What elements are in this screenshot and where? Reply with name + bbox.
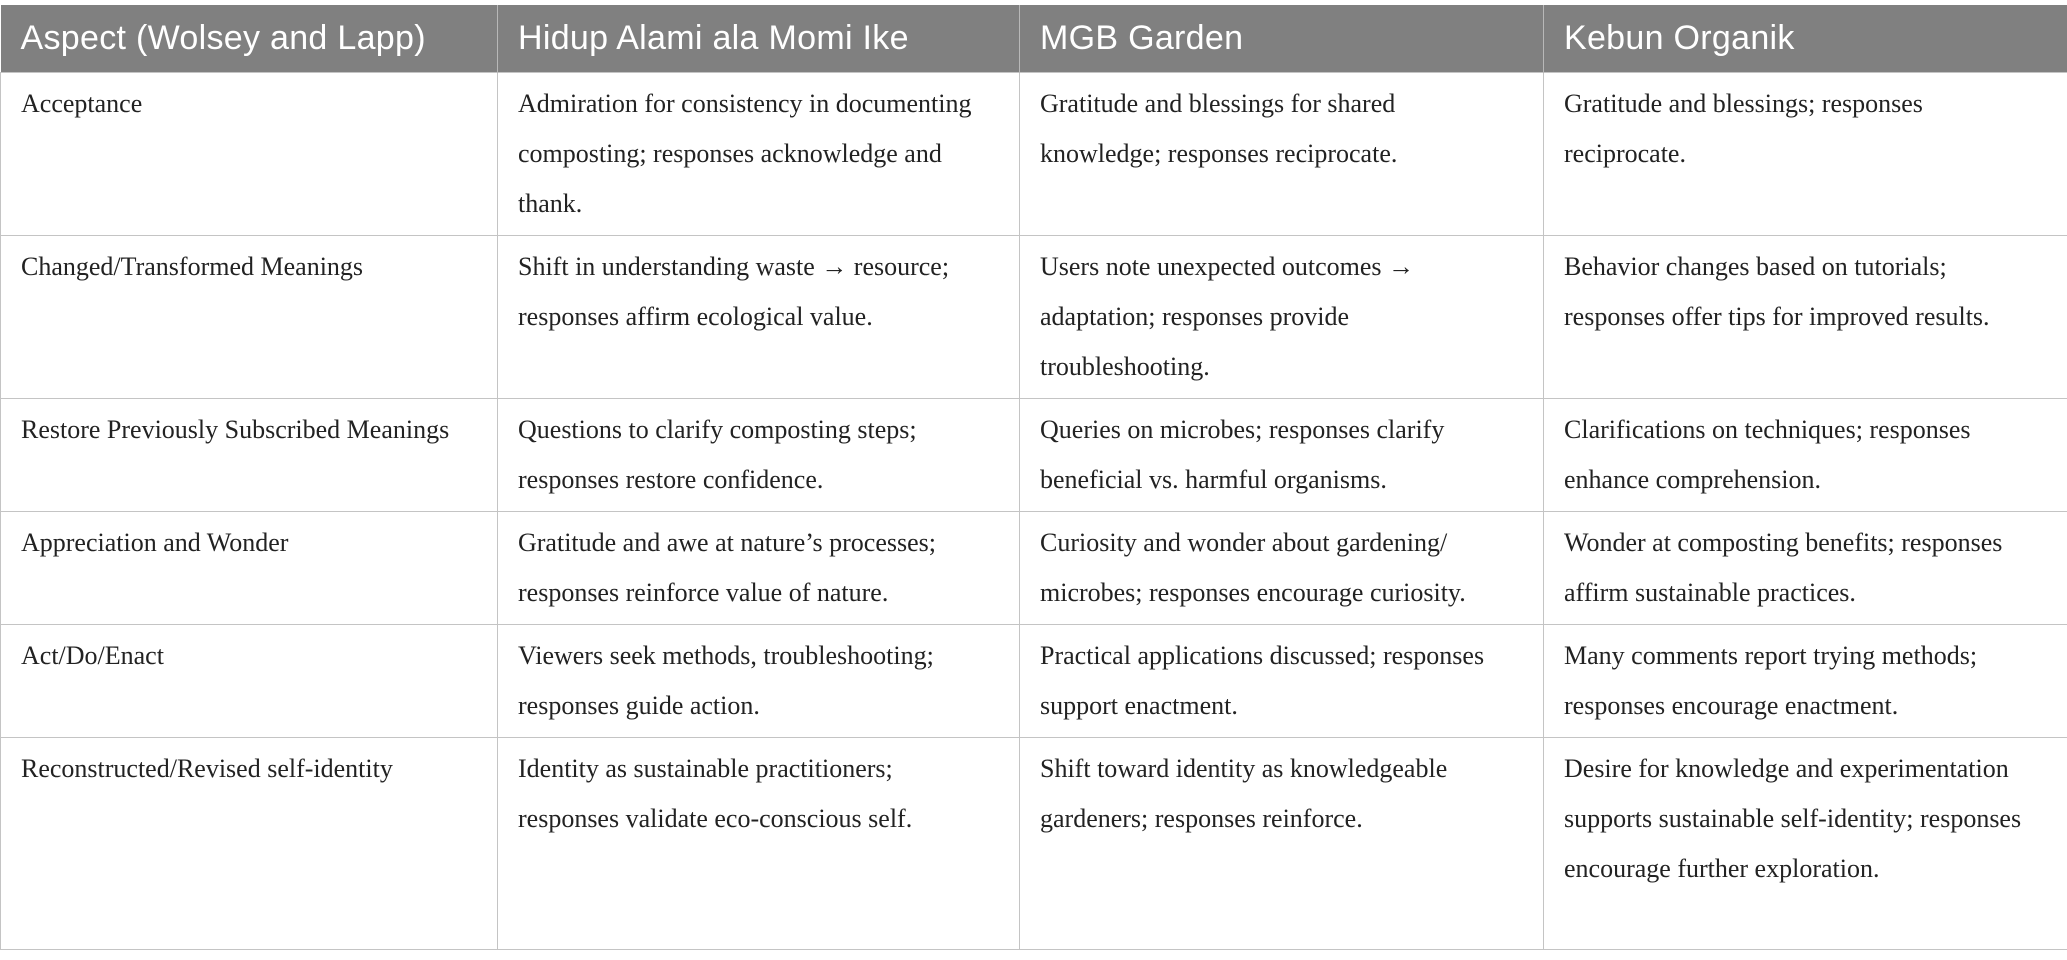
cell: Admiration for consistency in documentin… <box>497 72 1020 236</box>
cell: Desire for knowledge and experimentation… <box>1543 737 2067 950</box>
table-row: Acceptance Admiration for consistency in… <box>0 72 2067 236</box>
cell: Questions to clarify composting steps; r… <box>497 398 1020 512</box>
cell: Wonder at composting benefits; responses… <box>1543 511 2067 625</box>
cell: Viewers seek methods, troubleshooting; r… <box>497 624 1020 738</box>
cell-aspect: Acceptance <box>0 72 498 236</box>
cell-aspect: Restore Previously Subscribed Meanings <box>0 398 498 512</box>
cell: Gratitude and blessings; responses recip… <box>1543 72 2067 236</box>
cell: Gratitude and awe at nature’s processes;… <box>497 511 1020 625</box>
cell-aspect: Appreciation and Wonder <box>0 511 498 625</box>
cell-aspect: Reconstructed/Revised self-identity <box>0 737 498 950</box>
table-row: Changed/Transformed Meanings Shift in un… <box>0 235 2067 399</box>
cell: Gratitude and blessings for shared knowl… <box>1019 72 1544 236</box>
header-kebun-organik: Kebun Organik <box>1543 5 2067 73</box>
comparison-table: Aspect (Wolsey and Lapp) Hidup Alami ala… <box>0 5 2067 950</box>
cell-aspect: Changed/Transformed Meanings <box>0 235 498 399</box>
header-aspect: Aspect (Wolsey and Lapp) <box>0 5 498 73</box>
cell: Curiosity and wonder about gardening/ mi… <box>1019 511 1544 625</box>
cell: Shift toward identity as knowledgeable g… <box>1019 737 1544 950</box>
cell: Shift in understanding waste → resource;… <box>497 235 1020 399</box>
cell: Clarifications on techniques; responses … <box>1543 398 2067 512</box>
cell-aspect: Act/Do/Enact <box>0 624 498 738</box>
header-row: Aspect (Wolsey and Lapp) Hidup Alami ala… <box>0 5 2067 73</box>
header-hidup-alami: Hidup Alami ala Momi Ike <box>497 5 1020 73</box>
cell: Many comments report trying methods; res… <box>1543 624 2067 738</box>
table-row: Reconstructed/Revised self-identity Iden… <box>0 737 2067 950</box>
table-row: Appreciation and Wonder Gratitude and aw… <box>0 511 2067 625</box>
cell: Practical applications discussed; respon… <box>1019 624 1544 738</box>
cell: Behavior changes based on tutorials; res… <box>1543 235 2067 399</box>
cell: Identity as sustainable practitioners; r… <box>497 737 1020 950</box>
cell: Users note unexpected outcomes → adaptat… <box>1019 235 1544 399</box>
header-mgb-garden: MGB Garden <box>1019 5 1544 73</box>
table-row: Act/Do/Enact Viewers seek methods, troub… <box>0 624 2067 738</box>
table-row: Restore Previously Subscribed Meanings Q… <box>0 398 2067 512</box>
cell: Queries on microbes; responses clarify b… <box>1019 398 1544 512</box>
